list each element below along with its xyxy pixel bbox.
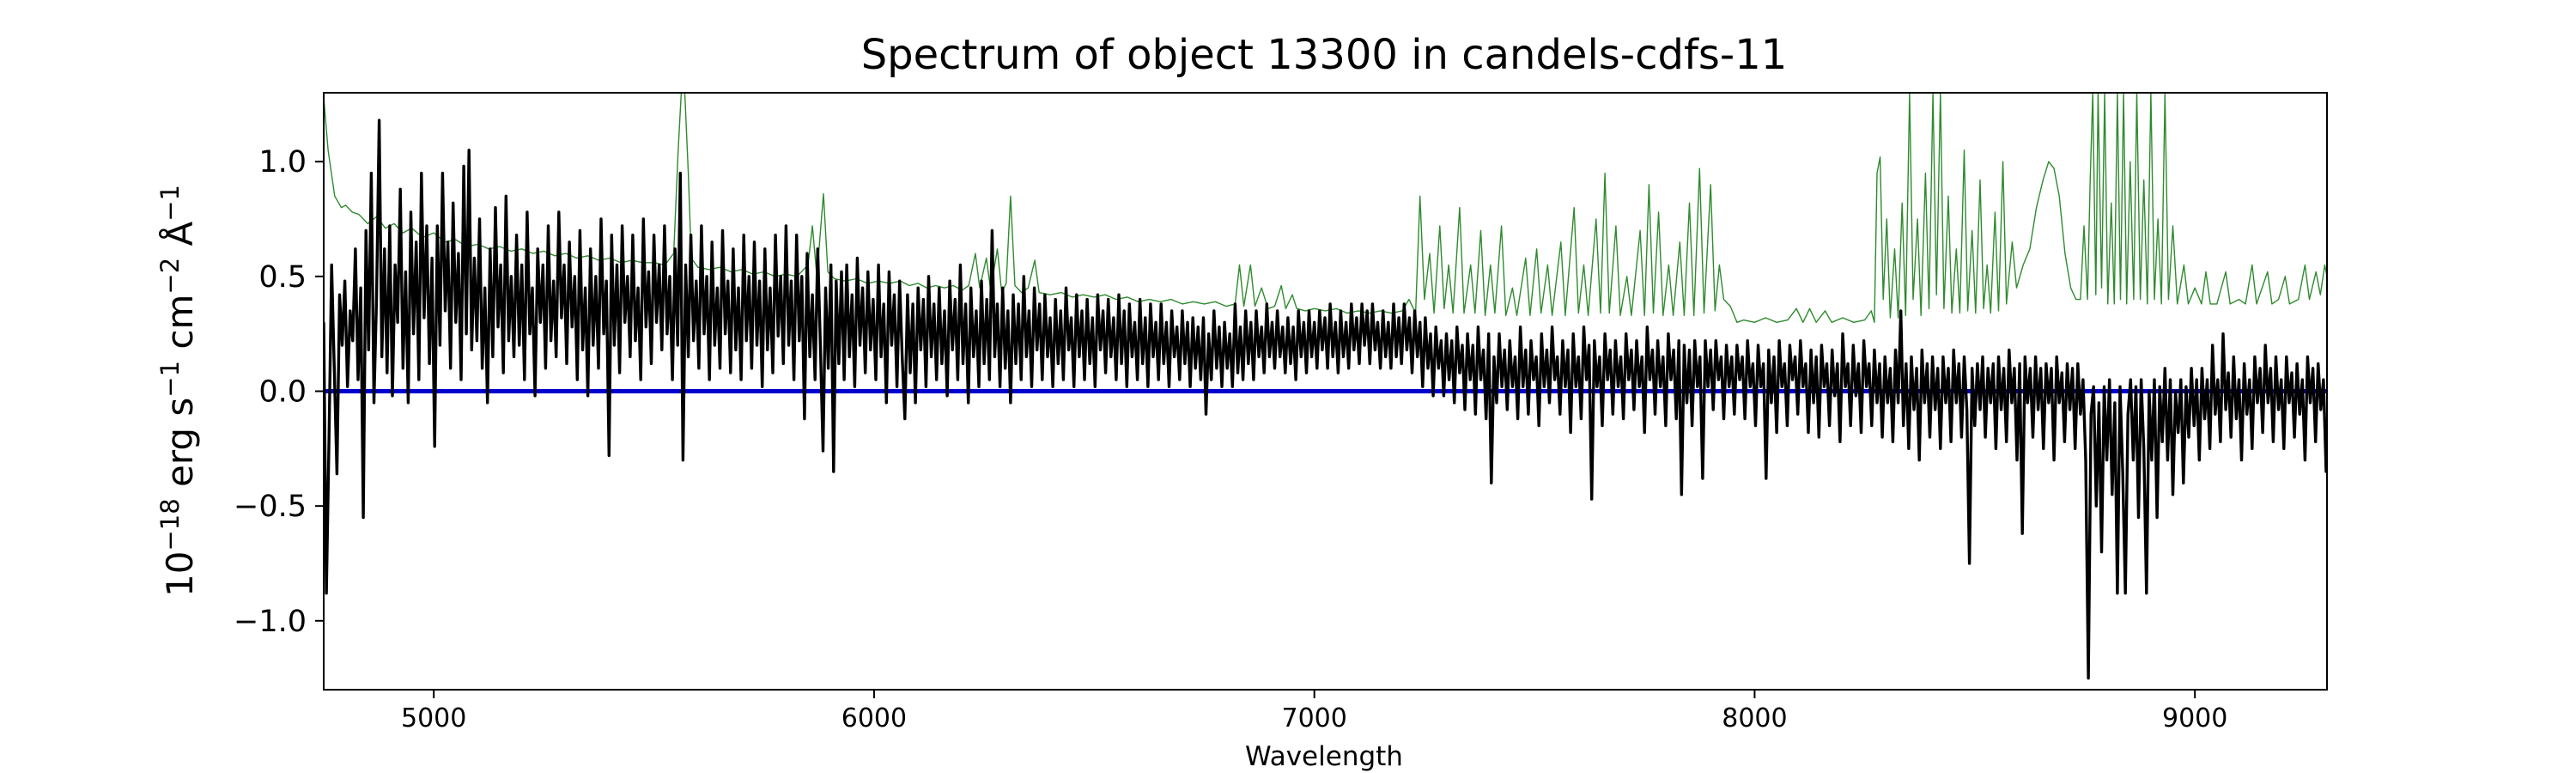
y-axis-label-base: 10 <box>159 551 201 597</box>
y-tick-label: 1.0 <box>258 145 307 180</box>
y-axis-label-exp3: −2 <box>155 258 185 295</box>
x-tick-label: 8000 <box>1722 703 1787 733</box>
chart-title: Spectrum of object 13300 in candels-cdfs… <box>861 31 1788 79</box>
y-axis-label-unit3: Å <box>158 222 201 258</box>
y-axis-ticks: 1.0 0.5 0.0 −0.5 −1.0 <box>234 145 324 639</box>
series-line-error <box>324 93 2327 323</box>
y-axis-label: 10−18 erg s−1 cm−2 Å−1 <box>155 185 201 597</box>
x-axis-ticks: 5000 6000 7000 8000 9000 <box>401 690 2227 733</box>
series-layer <box>324 93 2327 680</box>
y-axis-label-unit2: cm <box>159 295 201 361</box>
x-tick-label: 6000 <box>841 703 907 733</box>
y-tick-label: 0.0 <box>258 375 307 410</box>
y-axis-label-unit1: erg s <box>159 398 201 499</box>
series-line-flux <box>324 119 2327 680</box>
x-tick-label: 7000 <box>1282 703 1347 733</box>
x-tick-label: 5000 <box>401 703 466 733</box>
y-tick-label: −0.5 <box>234 490 307 524</box>
y-axis-label-exp4: −1 <box>155 185 185 222</box>
y-tick-label: 0.5 <box>258 260 307 295</box>
y-tick-label: −1.0 <box>234 605 307 639</box>
x-axis-label: Wavelength <box>1245 741 1403 772</box>
y-axis-label-exp2: −1 <box>155 361 185 398</box>
y-axis-label-exp1: −18 <box>155 498 185 551</box>
x-tick-label: 9000 <box>2162 703 2227 733</box>
